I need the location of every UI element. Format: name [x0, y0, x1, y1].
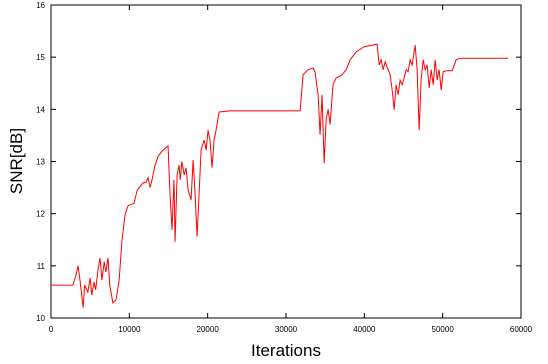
- x-axis-label: Iterations: [251, 341, 321, 360]
- plot-frame: [50, 4, 522, 319]
- y-axis-label: SNR[dB]: [7, 128, 26, 194]
- y-tick-label: 15: [36, 53, 45, 62]
- y-tick-label: 11: [37, 262, 46, 271]
- y-tick-label: 12: [36, 210, 45, 219]
- x-tick-label: 60000: [510, 325, 533, 334]
- y-tick-label: 13: [36, 158, 45, 167]
- x-tick-label: 10000: [118, 325, 141, 334]
- y-tick-label: 10: [36, 314, 45, 323]
- x-tick-label: 30000: [275, 325, 298, 334]
- x-tick-label: 20000: [197, 325, 220, 334]
- y-tick-label: 14: [36, 105, 45, 114]
- x-tick-label: 50000: [432, 325, 455, 334]
- data-line: [51, 43, 509, 308]
- x-tick-label: 0: [49, 325, 54, 334]
- y-tick-label: 16: [36, 1, 45, 10]
- x-tick-label: 40000: [353, 325, 376, 334]
